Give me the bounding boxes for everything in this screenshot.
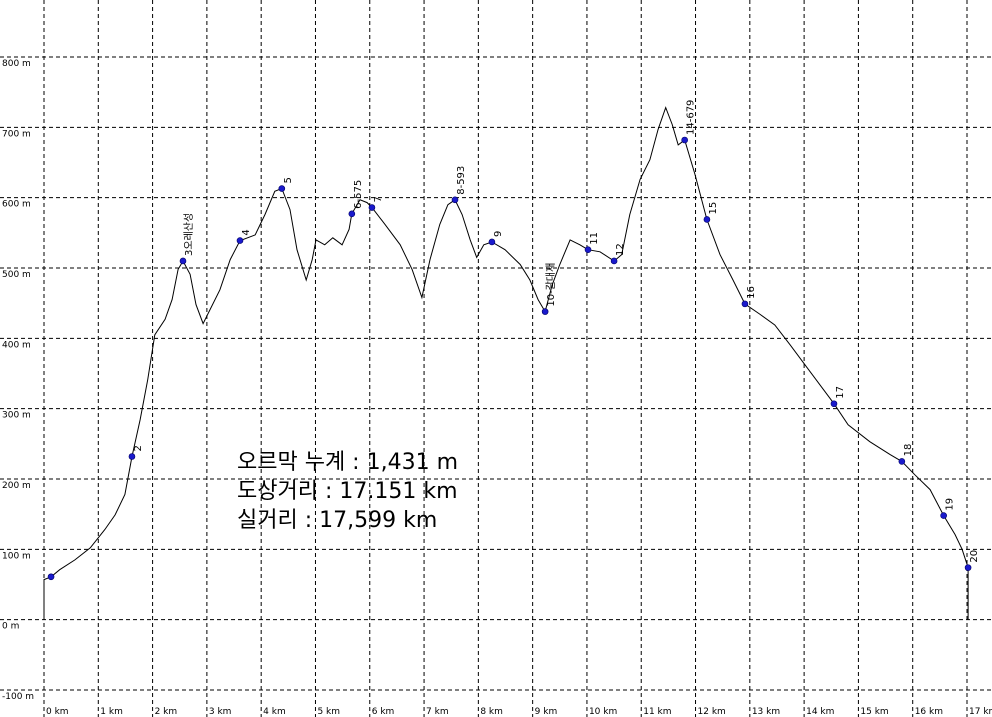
y-tick-label: 400 m bbox=[2, 340, 31, 350]
x-tick-label: 6 km bbox=[372, 707, 395, 717]
y-tick-label: 500 m bbox=[2, 270, 31, 280]
x-tick-label: 1 km bbox=[100, 707, 123, 717]
waypoint-label: 11 bbox=[589, 232, 600, 245]
x-tick-label: 15 km bbox=[860, 707, 888, 717]
y-tick-label: 600 m bbox=[2, 200, 31, 210]
waypoint bbox=[179, 257, 187, 265]
y-tick-label: 100 m bbox=[2, 551, 31, 561]
waypoint bbox=[830, 400, 838, 408]
waypoint-label: 16 bbox=[746, 286, 757, 299]
waypoint bbox=[584, 246, 592, 254]
waypoint bbox=[681, 136, 688, 144]
waypoint-label: 6-575 bbox=[353, 180, 364, 209]
waypoint-label: 14-679 bbox=[686, 100, 697, 135]
waypoint-label: 8-593 bbox=[456, 166, 467, 195]
waypoint-label: 20 bbox=[969, 550, 980, 563]
waypoint-label: 2 bbox=[133, 445, 144, 451]
y-tick-label: 800 m bbox=[2, 59, 31, 69]
waypoint-label: 5 bbox=[283, 177, 294, 183]
x-tick-label: 9 km bbox=[535, 707, 558, 717]
annotation: 오르막 누계 : 1,431 m bbox=[237, 450, 458, 475]
y-tick-label: 300 m bbox=[2, 411, 31, 421]
waypoint bbox=[278, 185, 286, 192]
annotation: 도상거리 : 17.151 km bbox=[237, 479, 458, 504]
waypoint-label: 15 bbox=[708, 202, 719, 215]
x-tick-label: 13 km bbox=[752, 707, 780, 717]
waypoint bbox=[703, 216, 711, 223]
waypoint-label: 12 bbox=[615, 243, 626, 256]
waypoint bbox=[964, 564, 972, 571]
waypoint bbox=[488, 238, 496, 246]
x-tick-label: 10 km bbox=[589, 707, 617, 717]
y-tick-label: 200 m bbox=[2, 481, 31, 491]
waypoint bbox=[451, 196, 459, 204]
waypoint bbox=[128, 453, 136, 460]
x-tick-label: 2 km bbox=[155, 707, 178, 717]
waypoint bbox=[898, 458, 906, 465]
elevation-line bbox=[43, 106, 969, 620]
waypoint-label: 18 bbox=[903, 444, 914, 457]
waypoint bbox=[541, 308, 549, 315]
waypoint-label: 10-갈대재 bbox=[544, 263, 557, 307]
waypoint bbox=[236, 237, 244, 244]
x-tick-label: 7 km bbox=[426, 707, 449, 717]
y-tick-label: -100 m bbox=[2, 692, 34, 702]
x-tick-label: 8 km bbox=[480, 707, 503, 717]
y-tick-label: 0 m bbox=[2, 622, 19, 632]
x-tick-label: 3 km bbox=[209, 707, 232, 717]
waypoint-label: 19 bbox=[945, 498, 956, 511]
waypoint bbox=[348, 210, 356, 218]
waypoint-label: 4 bbox=[241, 229, 252, 235]
waypoint bbox=[368, 204, 376, 211]
waypoint bbox=[610, 257, 618, 265]
annotation: 실거리 : 17,599 km bbox=[237, 508, 437, 533]
waypoint-label: 3오레산성 bbox=[183, 213, 195, 256]
x-tick-label: 16 km bbox=[915, 707, 943, 717]
waypoint-label: 9 bbox=[493, 231, 504, 237]
y-tick-label: 700 m bbox=[2, 129, 31, 139]
waypoint bbox=[940, 512, 947, 519]
waypoint-label: 7 bbox=[373, 196, 384, 202]
x-tick-label: 0 km bbox=[46, 707, 69, 717]
x-tick-label: 11 km bbox=[643, 707, 671, 717]
waypoint bbox=[47, 573, 55, 581]
x-tick-label: 14 km bbox=[806, 707, 834, 717]
waypoint bbox=[741, 300, 749, 308]
x-tick-label: 4 km bbox=[263, 707, 286, 717]
x-tick-label: 12 km bbox=[698, 707, 726, 717]
waypoint-label: 17 bbox=[835, 386, 846, 399]
x-tick-label: 5 km bbox=[317, 707, 340, 717]
x-tick-label: 17 km bbox=[969, 707, 992, 717]
